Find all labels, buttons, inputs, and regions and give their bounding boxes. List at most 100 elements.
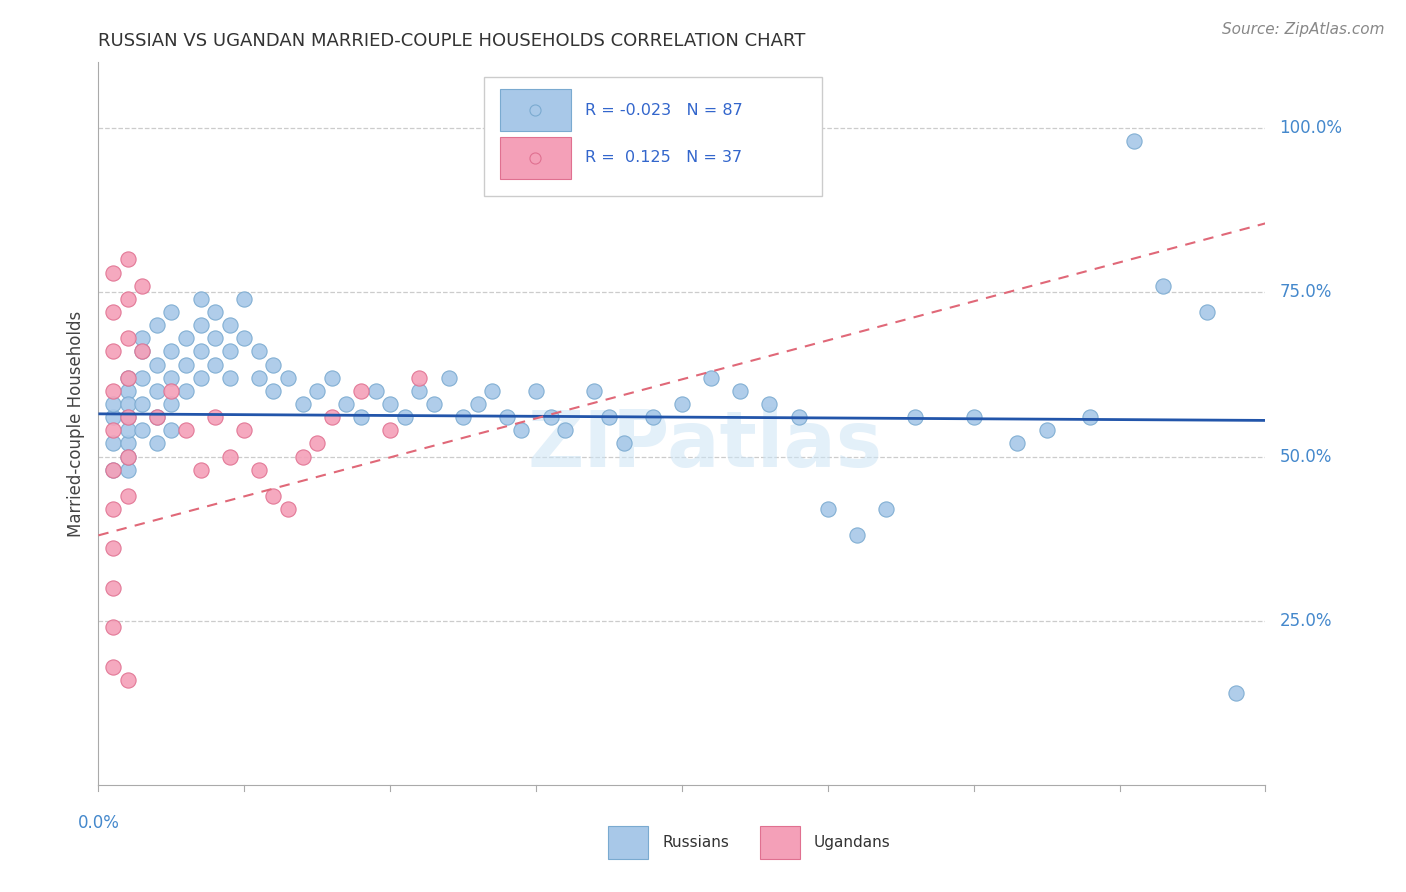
Point bbox=[160, 344, 183, 359]
Point bbox=[117, 331, 139, 345]
Point bbox=[101, 620, 124, 634]
Point bbox=[394, 410, 416, 425]
Point bbox=[730, 384, 752, 398]
Point bbox=[101, 384, 124, 398]
Point bbox=[131, 344, 153, 359]
Point bbox=[1035, 423, 1057, 437]
Point bbox=[101, 410, 124, 425]
Point bbox=[117, 384, 139, 398]
Point bbox=[423, 397, 446, 411]
FancyBboxPatch shape bbox=[609, 826, 648, 859]
Point bbox=[146, 318, 169, 333]
Point bbox=[962, 410, 984, 425]
Point bbox=[321, 410, 343, 425]
Point bbox=[408, 370, 430, 384]
Point bbox=[190, 292, 212, 306]
Point bbox=[160, 384, 183, 398]
Point bbox=[146, 384, 169, 398]
Point bbox=[117, 397, 139, 411]
Point bbox=[117, 463, 139, 477]
Point bbox=[117, 410, 139, 425]
Text: 0.0%: 0.0% bbox=[77, 814, 120, 832]
Point bbox=[700, 370, 723, 384]
Point bbox=[101, 541, 124, 556]
Point bbox=[117, 370, 139, 384]
Point bbox=[117, 450, 139, 464]
Point bbox=[758, 397, 780, 411]
Point bbox=[233, 331, 256, 345]
Point bbox=[218, 450, 240, 464]
Text: R = -0.023   N = 87: R = -0.023 N = 87 bbox=[585, 103, 742, 118]
Point bbox=[146, 410, 169, 425]
Point bbox=[101, 423, 124, 437]
Point bbox=[174, 384, 197, 398]
Point bbox=[307, 384, 329, 398]
Point bbox=[117, 292, 139, 306]
Point bbox=[583, 384, 606, 398]
Text: 100.0%: 100.0% bbox=[1279, 120, 1343, 137]
Point bbox=[612, 436, 634, 450]
Point bbox=[524, 384, 547, 398]
Point bbox=[204, 331, 226, 345]
Point bbox=[160, 423, 183, 437]
Point bbox=[451, 410, 474, 425]
Point bbox=[277, 370, 299, 384]
Point bbox=[1225, 686, 1247, 700]
Point bbox=[1007, 436, 1029, 450]
Point bbox=[554, 423, 576, 437]
Point bbox=[117, 489, 139, 503]
Point bbox=[101, 581, 124, 595]
Point bbox=[875, 502, 897, 516]
Point bbox=[291, 450, 314, 464]
Point bbox=[131, 397, 153, 411]
Point bbox=[101, 266, 124, 280]
Point bbox=[117, 410, 139, 425]
Point bbox=[350, 410, 373, 425]
Point bbox=[101, 436, 124, 450]
Point bbox=[204, 358, 226, 372]
Point bbox=[496, 410, 519, 425]
Point bbox=[131, 331, 153, 345]
Point bbox=[1152, 278, 1174, 293]
Point bbox=[437, 370, 460, 384]
Point bbox=[641, 410, 664, 425]
Point bbox=[101, 463, 124, 477]
Point bbox=[117, 673, 139, 687]
Point bbox=[350, 384, 373, 398]
Point bbox=[335, 397, 357, 411]
Point bbox=[131, 278, 153, 293]
Point bbox=[364, 384, 387, 398]
Point bbox=[160, 305, 183, 319]
Point bbox=[817, 502, 839, 516]
Point bbox=[467, 397, 489, 411]
Point bbox=[247, 463, 270, 477]
Point bbox=[204, 410, 226, 425]
Point bbox=[146, 358, 169, 372]
Point bbox=[101, 305, 124, 319]
FancyBboxPatch shape bbox=[501, 136, 571, 178]
Point bbox=[117, 450, 139, 464]
Text: Russians: Russians bbox=[662, 835, 728, 850]
Point bbox=[1195, 305, 1218, 319]
Point bbox=[233, 423, 256, 437]
Point bbox=[598, 410, 620, 425]
Point bbox=[174, 423, 197, 437]
Point bbox=[190, 463, 212, 477]
Point bbox=[247, 370, 270, 384]
Point bbox=[117, 252, 139, 267]
Point bbox=[160, 397, 183, 411]
Text: RUSSIAN VS UGANDAN MARRIED-COUPLE HOUSEHOLDS CORRELATION CHART: RUSSIAN VS UGANDAN MARRIED-COUPLE HOUSEH… bbox=[98, 32, 806, 50]
Point bbox=[671, 397, 693, 411]
Point bbox=[321, 370, 343, 384]
FancyBboxPatch shape bbox=[761, 826, 800, 859]
Text: Ugandans: Ugandans bbox=[814, 835, 890, 850]
Point bbox=[1123, 134, 1146, 148]
Point bbox=[510, 423, 533, 437]
Point bbox=[146, 410, 169, 425]
Point bbox=[787, 410, 810, 425]
Point bbox=[190, 370, 212, 384]
Point bbox=[904, 410, 927, 425]
Point bbox=[101, 659, 124, 673]
Point bbox=[277, 502, 299, 516]
Text: Source: ZipAtlas.com: Source: ZipAtlas.com bbox=[1222, 22, 1385, 37]
